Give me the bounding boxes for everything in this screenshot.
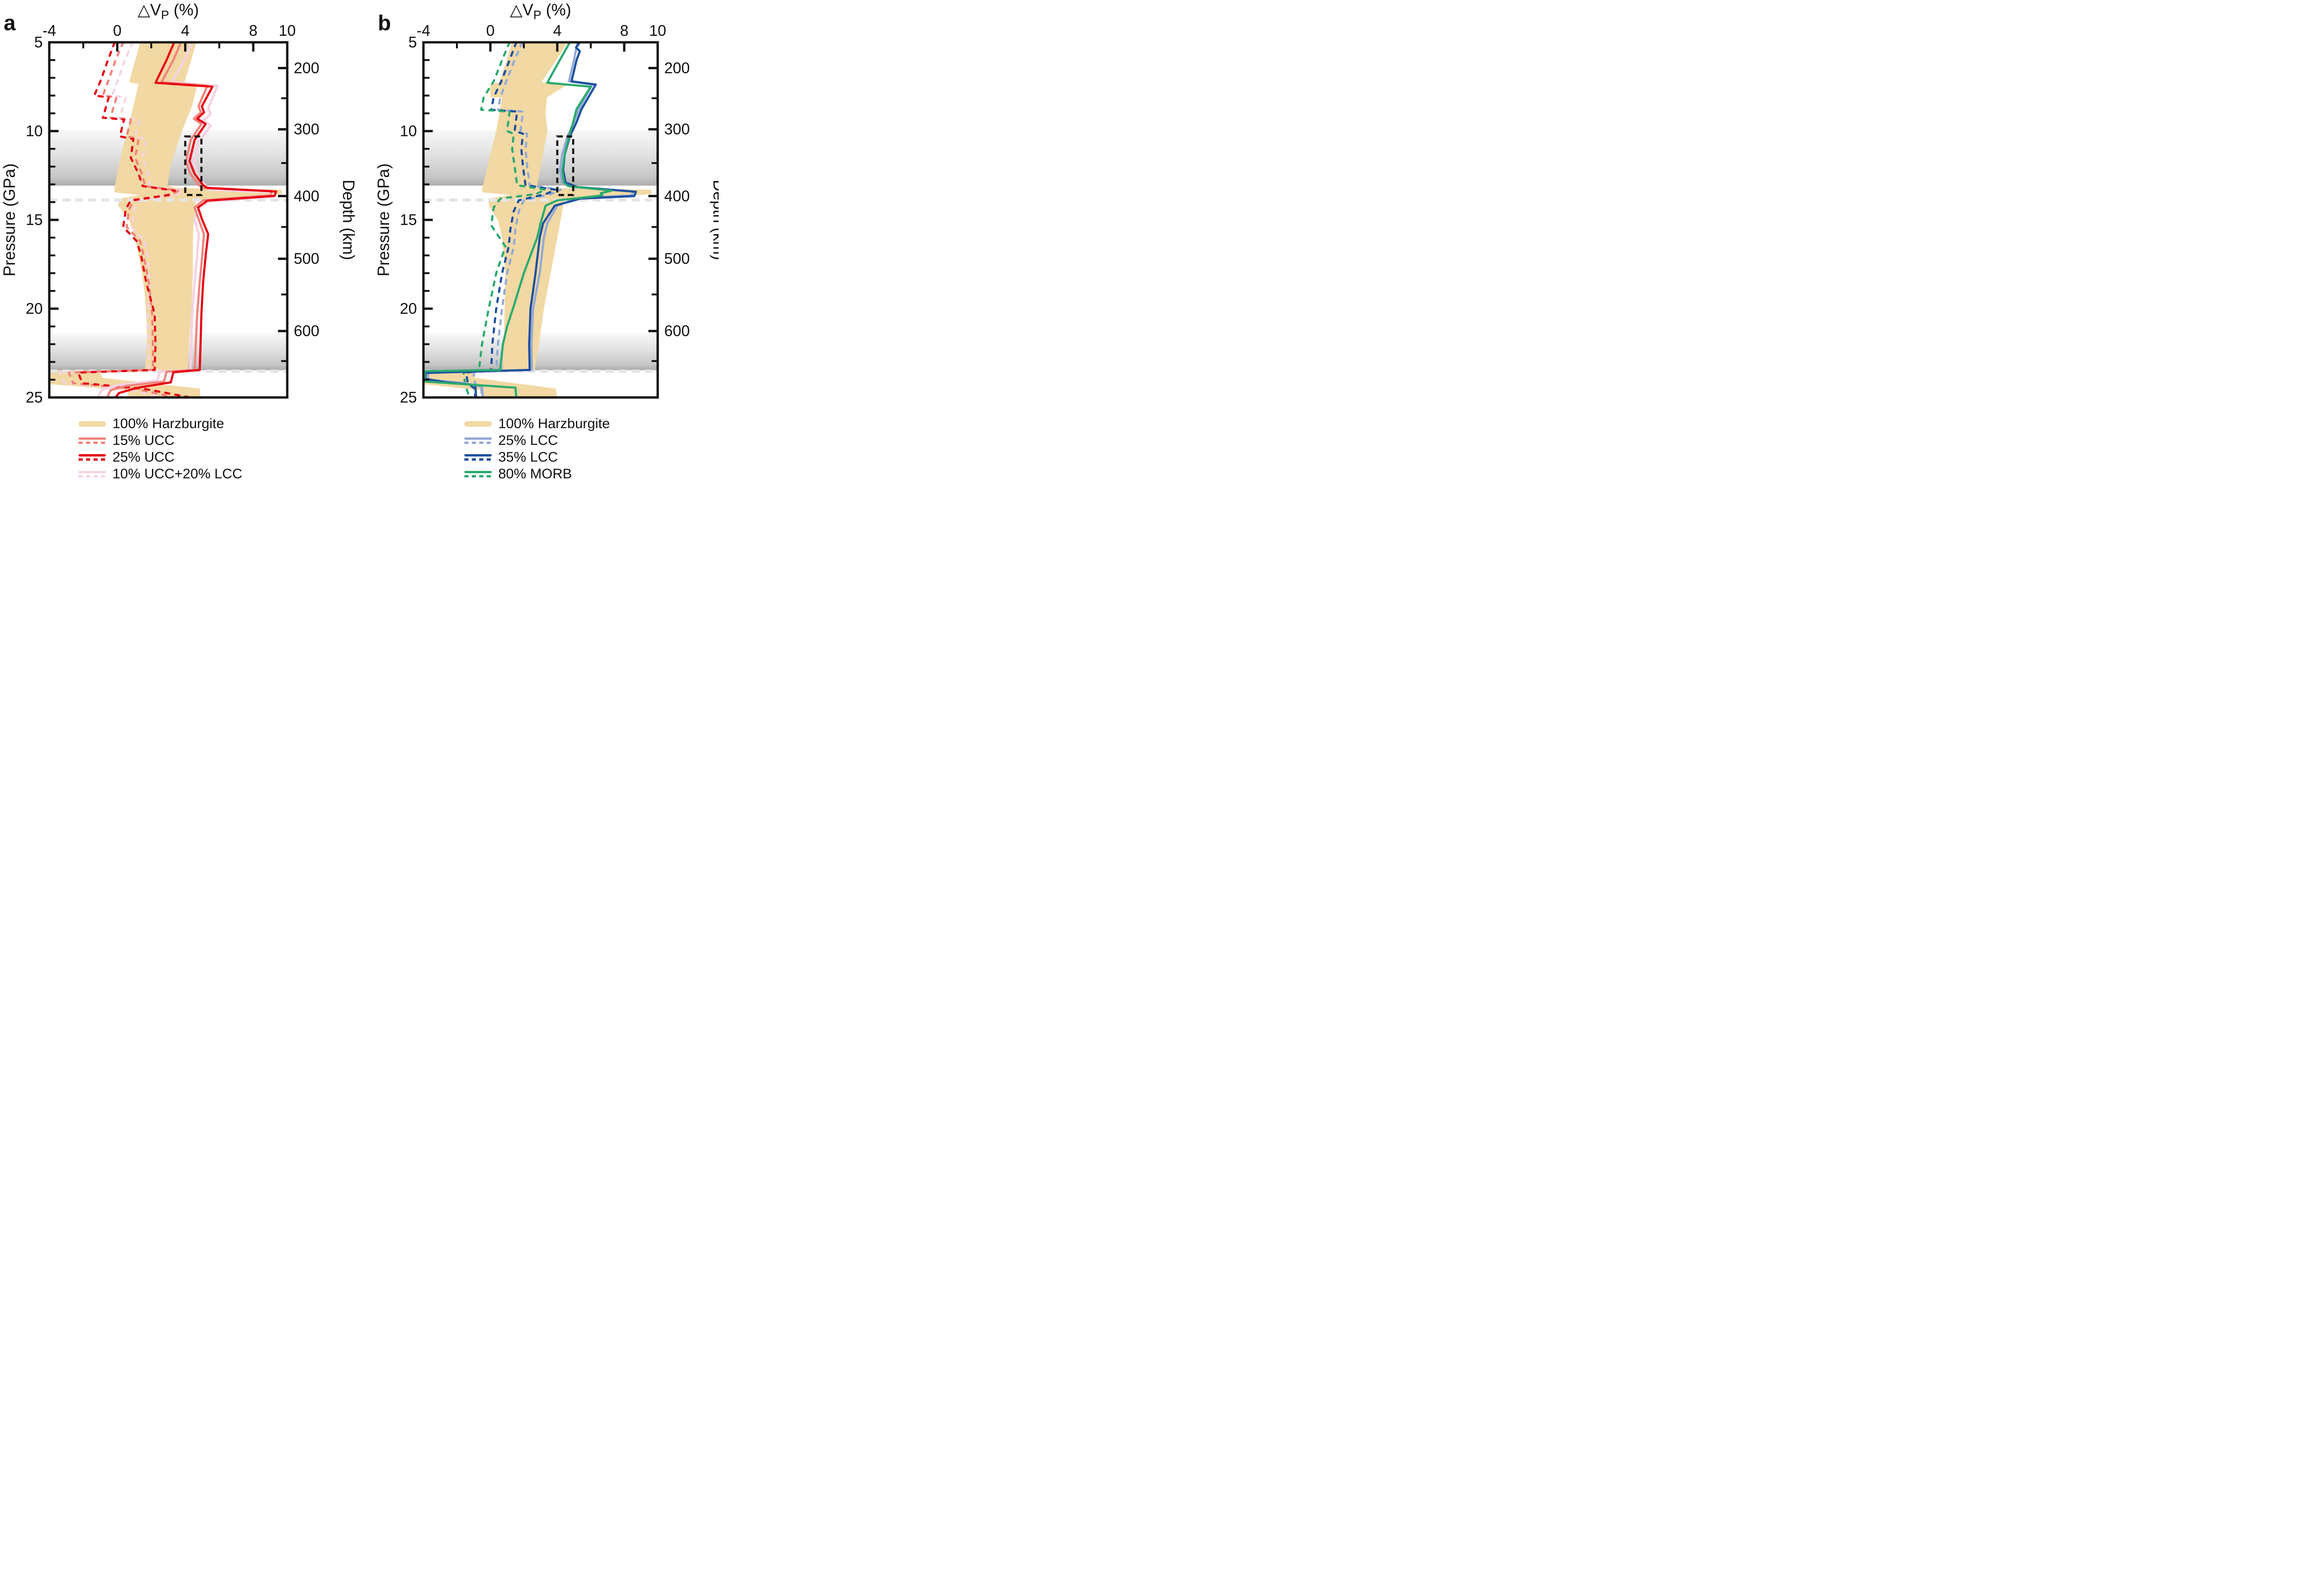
legend-item-10-ucc-20-lcc: 10% UCC+20% LCC (79, 466, 242, 479)
x-tick-label: 10 (649, 22, 667, 39)
panel-label-a: a (4, 11, 16, 35)
legend-item-25-ucc: 25% UCC (79, 449, 242, 466)
legend-label: 100% Harzburgite (112, 416, 224, 431)
legend-item-25-lcc: 25% LCC (464, 432, 610, 449)
legend-swatch-10-ucc-20-lcc (79, 471, 106, 477)
pressure-tick-label: 5 (409, 33, 417, 51)
legend-swatch-100-harzburgite (464, 421, 492, 427)
legend-swatch-25-ucc (79, 454, 106, 461)
pressure-axis-title: Pressure (GPa) (0, 163, 19, 276)
legend-swatch-80-morb (464, 471, 492, 477)
legend-item-35-lcc: 35% LCC (464, 449, 610, 466)
legend-item-100-harzburgite: 100% Harzburgite (464, 416, 610, 432)
pressure-tick-label: 20 (26, 300, 43, 317)
legend-item-100-harzburgite: 100% Harzburgite (79, 416, 242, 432)
legend-label: 25% LCC (498, 433, 558, 448)
x-tick-label: 8 (620, 22, 628, 39)
pressure-tick-label: 25 (400, 389, 417, 406)
depth-tick-label: 400 (294, 187, 319, 205)
x-tick-label: 10 (279, 22, 296, 39)
depth-axis-title: Depth (km) (710, 179, 719, 260)
depth-tick-label: 400 (664, 187, 690, 205)
series-80-morb-dashed (462, 42, 547, 397)
depth-tick-label: 500 (294, 250, 319, 267)
depth-tick-label: 300 (294, 120, 319, 138)
x-tick-label: 8 (249, 22, 257, 39)
legend-label: 35% LCC (498, 450, 558, 465)
series-25-lcc-dashed (472, 42, 562, 397)
legend-item-15-ucc: 15% UCC (79, 432, 242, 449)
legend-panel-b: 100% Harzburgite 25% LCC 35% LCC 80% MORB (464, 416, 610, 479)
x-tick-label: -4 (416, 22, 430, 39)
depth-tick-label: 600 (294, 322, 319, 339)
pressure-tick-label: 15 (400, 211, 417, 228)
x-axis-title: △VP (%) (510, 1, 571, 22)
pressure-axis-title: Pressure (GPa) (375, 163, 393, 276)
pressure-tick-label: 15 (26, 211, 43, 228)
legend-swatch-35-lcc (464, 454, 492, 461)
x-axis-title: △VP (%) (138, 1, 199, 22)
series-25-ucc-dashed (77, 42, 191, 397)
panel-label-b: b (378, 11, 391, 35)
series-25-ucc-solid (114, 42, 277, 397)
harzburgite-band (423, 42, 652, 397)
legend-panel-a: 100% Harzburgite 15% UCC 25% UCC 10% UCC+20… (79, 416, 242, 479)
legend-item-80-morb: 80% MORB (464, 466, 610, 479)
x-tick-label: 0 (113, 22, 121, 39)
series-15-ucc-dashed (67, 42, 180, 397)
x-tick-label: 4 (181, 22, 189, 39)
pressure-tick-label: 20 (400, 300, 417, 317)
pressure-tick-label: 10 (400, 122, 417, 139)
legend-label: 10% UCC+20% LCC (112, 466, 243, 479)
depth-tick-label: 500 (664, 250, 690, 267)
legend-label: 80% MORB (498, 466, 572, 479)
figure-page: -4 0 4 8 10 5 10 15 20 25 200 300 400 500 600 △VP (%) Pr… (0, 0, 719, 479)
depth-tick-label: 200 (664, 59, 690, 76)
legend-label: 100% Harzburgite (498, 416, 610, 431)
legend-label: 25% UCC (112, 450, 175, 465)
depth-axis-title: Depth (km) (339, 179, 357, 260)
legend-swatch-100-harzburgite (79, 421, 106, 427)
pressure-tick-label: 5 (34, 33, 43, 51)
x-tick-label: 4 (553, 22, 561, 39)
shaded-depth-band (423, 333, 658, 370)
x-tick-label: 0 (486, 22, 495, 39)
harzburgite-band (49, 42, 282, 397)
depth-tick-label: 600 (664, 322, 690, 339)
series-80-morb-solid (423, 42, 613, 397)
pressure-tick-label: 25 (26, 389, 43, 406)
x-tick-label: -4 (42, 22, 56, 39)
series-35-lcc-solid (424, 42, 637, 397)
legend-swatch-25-lcc (464, 437, 492, 444)
legend-swatch-15-ucc (79, 437, 106, 444)
pressure-tick-label: 10 (26, 122, 43, 139)
chart-panel-a: -4 0 4 8 10 5 10 15 20 25 200 300 400 500 600 △VP (%) Pr… (0, 1, 357, 406)
chart-panel-b: -4 0 4 8 10 5 10 15 20 25 200 300 400 500 600 △VP (%) Pr… (375, 1, 719, 406)
depth-tick-label: 300 (664, 120, 690, 138)
legend-label: 15% UCC (112, 433, 175, 448)
depth-tick-label: 200 (294, 59, 319, 76)
